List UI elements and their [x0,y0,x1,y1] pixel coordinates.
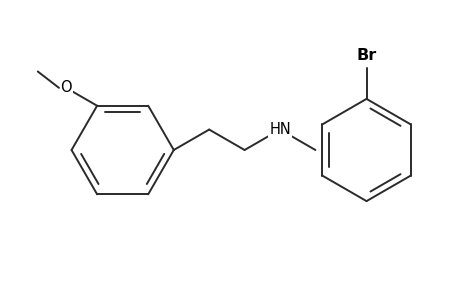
Text: Br: Br [356,48,376,63]
Text: HN: HN [269,122,290,137]
Text: O: O [60,80,72,95]
